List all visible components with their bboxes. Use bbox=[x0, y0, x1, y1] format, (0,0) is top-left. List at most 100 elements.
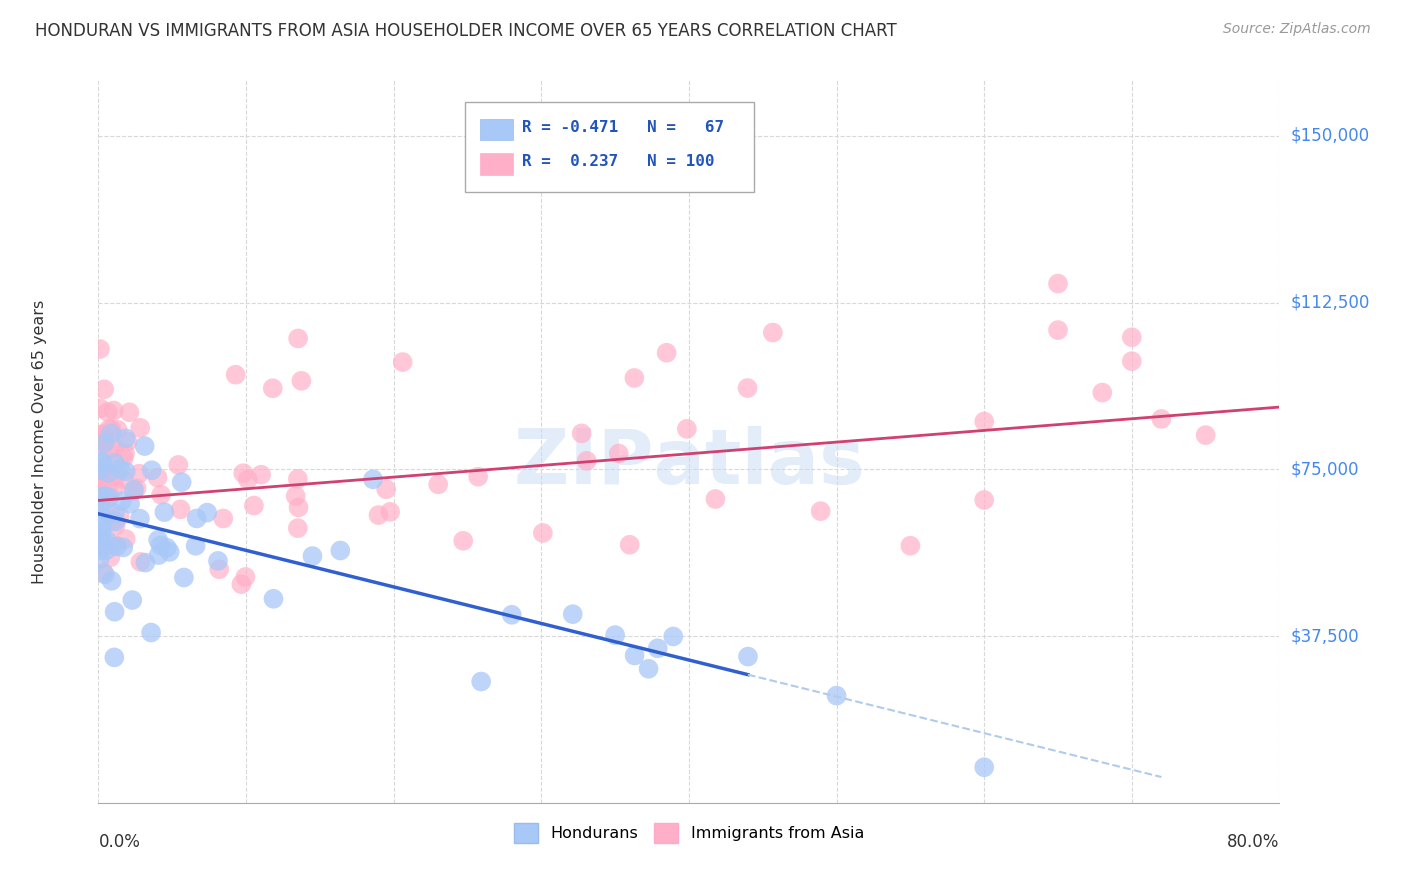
Point bbox=[263, 591, 285, 606]
Point bbox=[129, 421, 152, 435]
Point bbox=[243, 499, 266, 513]
Point bbox=[619, 538, 641, 552]
Point bbox=[97, 466, 120, 480]
Point bbox=[93, 436, 115, 450]
Point bbox=[91, 427, 114, 442]
Point bbox=[128, 467, 150, 481]
Point bbox=[112, 473, 135, 487]
Point bbox=[623, 371, 645, 385]
Point bbox=[96, 458, 118, 473]
Point bbox=[120, 497, 142, 511]
Point bbox=[114, 446, 136, 460]
Point bbox=[148, 548, 170, 562]
Point bbox=[91, 540, 114, 554]
Point bbox=[531, 525, 554, 540]
Point bbox=[662, 630, 685, 644]
Point bbox=[91, 456, 114, 470]
Point bbox=[90, 528, 112, 542]
Point bbox=[114, 431, 136, 445]
Point bbox=[146, 533, 169, 547]
Point bbox=[110, 462, 132, 476]
Point bbox=[112, 541, 135, 555]
Legend: Hondurans, Immigrants from Asia: Hondurans, Immigrants from Asia bbox=[508, 817, 870, 849]
Point bbox=[575, 454, 598, 468]
Point bbox=[195, 506, 218, 520]
Point bbox=[1150, 412, 1173, 426]
Point bbox=[93, 382, 115, 396]
Point bbox=[287, 500, 309, 515]
Point bbox=[104, 518, 127, 533]
Point bbox=[167, 458, 190, 472]
Point bbox=[156, 541, 179, 555]
Point bbox=[367, 508, 389, 522]
Point bbox=[129, 511, 152, 525]
Point bbox=[623, 648, 645, 663]
Point bbox=[973, 415, 995, 429]
Point bbox=[97, 405, 120, 419]
Point bbox=[647, 641, 669, 656]
Point bbox=[107, 423, 129, 437]
Point bbox=[122, 483, 145, 498]
Point bbox=[91, 533, 114, 548]
Point bbox=[125, 481, 148, 495]
Point bbox=[170, 475, 193, 490]
Point bbox=[225, 368, 247, 382]
Point bbox=[89, 531, 111, 545]
Point bbox=[676, 422, 699, 436]
Point bbox=[1046, 323, 1070, 337]
Point bbox=[561, 607, 583, 622]
Point bbox=[121, 593, 143, 607]
Point bbox=[208, 562, 231, 576]
Point bbox=[104, 480, 127, 494]
Point bbox=[91, 517, 114, 532]
Point bbox=[90, 483, 112, 497]
Point bbox=[287, 331, 309, 345]
Point bbox=[737, 649, 759, 664]
Point bbox=[114, 465, 136, 479]
Point bbox=[704, 491, 727, 506]
Point bbox=[100, 422, 122, 436]
Text: $37,500: $37,500 bbox=[1291, 627, 1360, 645]
Point bbox=[114, 532, 136, 546]
Point bbox=[607, 446, 630, 460]
FancyBboxPatch shape bbox=[479, 153, 513, 175]
Point bbox=[810, 504, 832, 518]
Point bbox=[139, 625, 162, 640]
Point bbox=[159, 545, 181, 559]
FancyBboxPatch shape bbox=[479, 119, 513, 140]
Point bbox=[150, 488, 173, 502]
Point bbox=[91, 491, 114, 506]
Point bbox=[231, 577, 253, 591]
Point bbox=[184, 539, 207, 553]
Point bbox=[1091, 385, 1114, 400]
Point bbox=[100, 550, 122, 565]
Text: Source: ZipAtlas.com: Source: ZipAtlas.com bbox=[1223, 22, 1371, 37]
Point bbox=[90, 428, 112, 442]
Point bbox=[104, 506, 127, 520]
Point bbox=[153, 505, 176, 519]
Point bbox=[103, 513, 125, 527]
Text: R = -0.471   N =   67: R = -0.471 N = 67 bbox=[523, 120, 724, 135]
Point bbox=[287, 521, 309, 535]
Point bbox=[100, 574, 122, 588]
Point bbox=[93, 489, 115, 503]
Point bbox=[427, 477, 450, 491]
Point bbox=[89, 543, 111, 558]
Point bbox=[89, 479, 111, 493]
Point bbox=[1121, 330, 1143, 344]
Point bbox=[1121, 354, 1143, 368]
Point bbox=[103, 470, 125, 484]
Point bbox=[96, 533, 118, 548]
Point bbox=[391, 355, 413, 369]
Point bbox=[378, 505, 401, 519]
Point bbox=[122, 483, 145, 497]
Point bbox=[605, 628, 627, 642]
Point bbox=[284, 489, 307, 503]
Point bbox=[100, 426, 122, 441]
Point bbox=[212, 511, 235, 525]
Point bbox=[90, 454, 112, 468]
Point bbox=[91, 566, 114, 580]
Point bbox=[93, 434, 115, 448]
Text: 0.0%: 0.0% bbox=[98, 833, 141, 851]
Point bbox=[169, 502, 191, 516]
